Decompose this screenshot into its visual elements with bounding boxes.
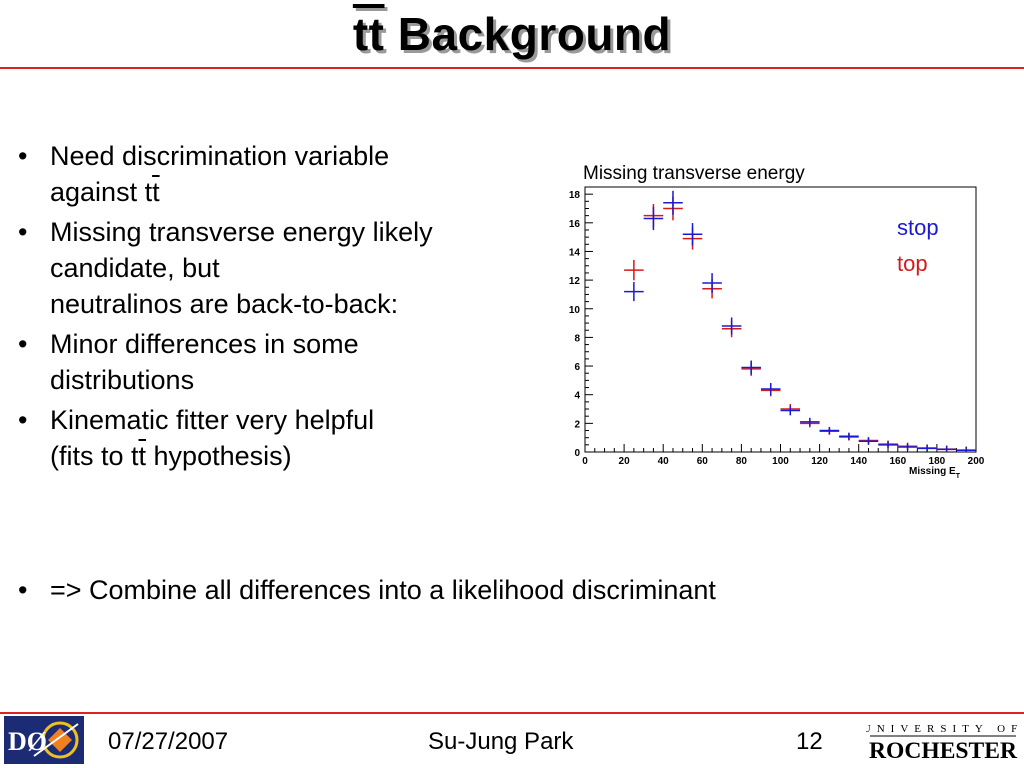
- y-tick-label: 18: [569, 190, 581, 201]
- footer-divider: [0, 712, 1024, 714]
- y-tick-label: 12: [569, 276, 581, 287]
- x-axis-label-main: Missing E: [909, 466, 956, 477]
- x-tick-label: 180: [929, 456, 946, 467]
- legend-top: top: [897, 251, 928, 276]
- bottom-bullet: • => Combine all differences into a like…: [14, 572, 716, 608]
- y-tick-label: 2: [574, 419, 580, 430]
- d0-logo-text: DØ: [8, 727, 47, 756]
- x-tick-label: 0: [582, 456, 588, 467]
- bullet-marker: •: [18, 217, 28, 247]
- bullet-4-line2a: (fits to t: [50, 441, 139, 471]
- bullet-marker: •: [18, 141, 28, 171]
- bullet-2-line2: candidate, but: [50, 253, 220, 283]
- bullet-item-2: • Missing transverse energy likely candi…: [14, 214, 544, 322]
- bottom-bullet-text: => Combine all differences into a likeli…: [50, 575, 716, 605]
- footer-date: 07/27/2007: [108, 728, 229, 755]
- footer-author: Su-Jung Park: [428, 728, 574, 755]
- footer-page-number: 12: [796, 728, 823, 755]
- y-tick-label: 0: [574, 448, 580, 459]
- x-tick-label: 20: [619, 456, 631, 467]
- bullet-item-3: • Minor differences in some distribution…: [14, 326, 544, 398]
- bullet-4-line1: Kinematic fitter very helpful: [50, 405, 375, 435]
- bullet-item-1: • Need discrimination variable against t…: [14, 138, 544, 210]
- y-tick-label: 16: [569, 219, 581, 230]
- x-tick-label: 40: [658, 456, 670, 467]
- x-tick-label: 140: [850, 456, 867, 467]
- y-tick-label: 4: [574, 391, 580, 402]
- bullet-3-line2: distributions: [50, 365, 195, 395]
- bullet-marker: •: [18, 329, 28, 359]
- rochester-logo-line1: UNIVERSITY OF: [866, 723, 1020, 735]
- title-text: Background: [384, 8, 672, 60]
- x-axis-label: Missing ET: [909, 466, 961, 480]
- x-tick-label: 100: [772, 456, 789, 467]
- title-ttbar: tt: [352, 8, 385, 60]
- y-tick-label: 6: [574, 362, 580, 373]
- bullet-4-line2c: hypothesis): [146, 441, 292, 471]
- y-axis: 0 2 4 6 8 10 12 14 16 18: [569, 190, 593, 459]
- legend-stop: stop: [897, 215, 939, 240]
- bullet-4-ttbar: t: [138, 441, 147, 471]
- bullet-1-ttbar: t: [152, 177, 160, 207]
- bullet-item-4: • Kinematic fitter very helpful (fits to…: [14, 402, 544, 474]
- title-divider: [0, 67, 1024, 69]
- series-stop: [624, 190, 976, 452]
- y-tick-label: 8: [574, 333, 580, 344]
- bullet-2-line1: Missing transverse energy likely: [50, 217, 433, 247]
- chart-title: Missing transverse energy: [583, 163, 805, 184]
- slide-title: tt Background: [0, 0, 1024, 68]
- y-tick-label: 14: [569, 247, 581, 258]
- rochester-logo: UNIVERSITY OF ROCHESTER: [866, 723, 1020, 763]
- x-tick-label: 60: [697, 456, 709, 467]
- x-axis-label-sub: T: [956, 473, 961, 480]
- d0-logo: DØ: [4, 716, 84, 764]
- rochester-logo-line2: ROCHESTER: [869, 738, 1017, 763]
- x-tick-label: 160: [889, 456, 906, 467]
- bullet-3-line1: Minor differences in some: [50, 329, 359, 359]
- x-tick-label: 120: [811, 456, 828, 467]
- met-plot: Missing transverse energy 0 2 4 6 8 10 12 14 16 1…: [569, 163, 985, 480]
- x-tick-label: 80: [736, 456, 748, 467]
- bullet-1-line2a: against t: [50, 177, 153, 207]
- x-axis: 0 20 40 60 80 100 120 140 160 180 200: [582, 444, 985, 467]
- bullet-list: • Need discrimination variable against t…: [14, 138, 544, 478]
- bullet-marker: •: [18, 575, 28, 605]
- bullet-marker: •: [18, 405, 28, 435]
- bullet-1-line1: Need discrimination variable: [50, 141, 390, 171]
- y-tick-label: 10: [569, 305, 581, 316]
- bullet-2-line3: neutralinos are back-to-back:: [50, 289, 399, 319]
- x-tick-label: 200: [968, 456, 985, 467]
